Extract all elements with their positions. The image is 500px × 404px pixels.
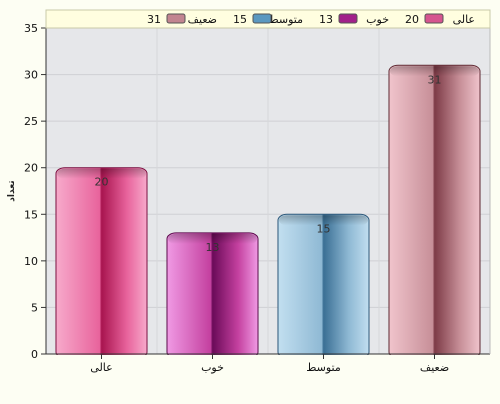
axis-mask xyxy=(45,355,491,361)
y-tick-label: 30 xyxy=(24,69,38,82)
legend-label: ضعیف xyxy=(188,13,217,26)
legend-value: 31 xyxy=(147,13,161,26)
legend-value: 15 xyxy=(233,13,247,26)
y-tick-label: 10 xyxy=(24,255,38,268)
y-tick-label: 15 xyxy=(24,208,38,221)
legend-swatch xyxy=(166,13,186,24)
bars: 20 13 15 31 xyxy=(45,64,491,361)
bar xyxy=(277,213,370,359)
x-tick-label: متوسط xyxy=(306,361,341,374)
y-tick-label: 25 xyxy=(24,115,38,128)
data-label: 13 xyxy=(206,241,220,254)
legend-swatch xyxy=(424,13,444,24)
bar-top-shading xyxy=(167,233,258,244)
y-axis-label: تعداد xyxy=(7,180,17,201)
legend-label: متوسط xyxy=(268,13,303,26)
legend-label: عالی xyxy=(453,13,475,26)
data-label: 20 xyxy=(95,176,109,189)
x-tick-label: خوب xyxy=(201,361,224,374)
y-tick-label: 20 xyxy=(24,162,38,175)
y-tick-label: 0 xyxy=(31,348,38,361)
x-tick-label: ضعیف xyxy=(420,361,449,374)
legend-swatch xyxy=(252,13,272,24)
legend-value: 20 xyxy=(405,13,419,26)
bar xyxy=(388,64,481,359)
legend: عالی 20 خوب 13 متوسط 15 ضعیف 31 xyxy=(45,9,491,29)
bar-top-shading xyxy=(278,215,369,226)
y-tick-label: 35 xyxy=(24,22,38,35)
x-tick-label: عالی xyxy=(90,361,112,374)
legend-swatch xyxy=(338,13,358,24)
axes: 0 5 10 15 20 25 30 35 عالی خوب متوسط ضعیف xyxy=(24,20,491,374)
y-tick-label: 5 xyxy=(31,301,38,314)
bar-top-shading xyxy=(56,168,147,179)
legend-label: خوب xyxy=(366,13,389,26)
legend-value: 13 xyxy=(319,13,333,26)
data-label: 31 xyxy=(428,73,442,86)
data-label: 15 xyxy=(317,222,331,235)
bar-top-shading xyxy=(389,66,480,77)
bar xyxy=(55,167,148,359)
